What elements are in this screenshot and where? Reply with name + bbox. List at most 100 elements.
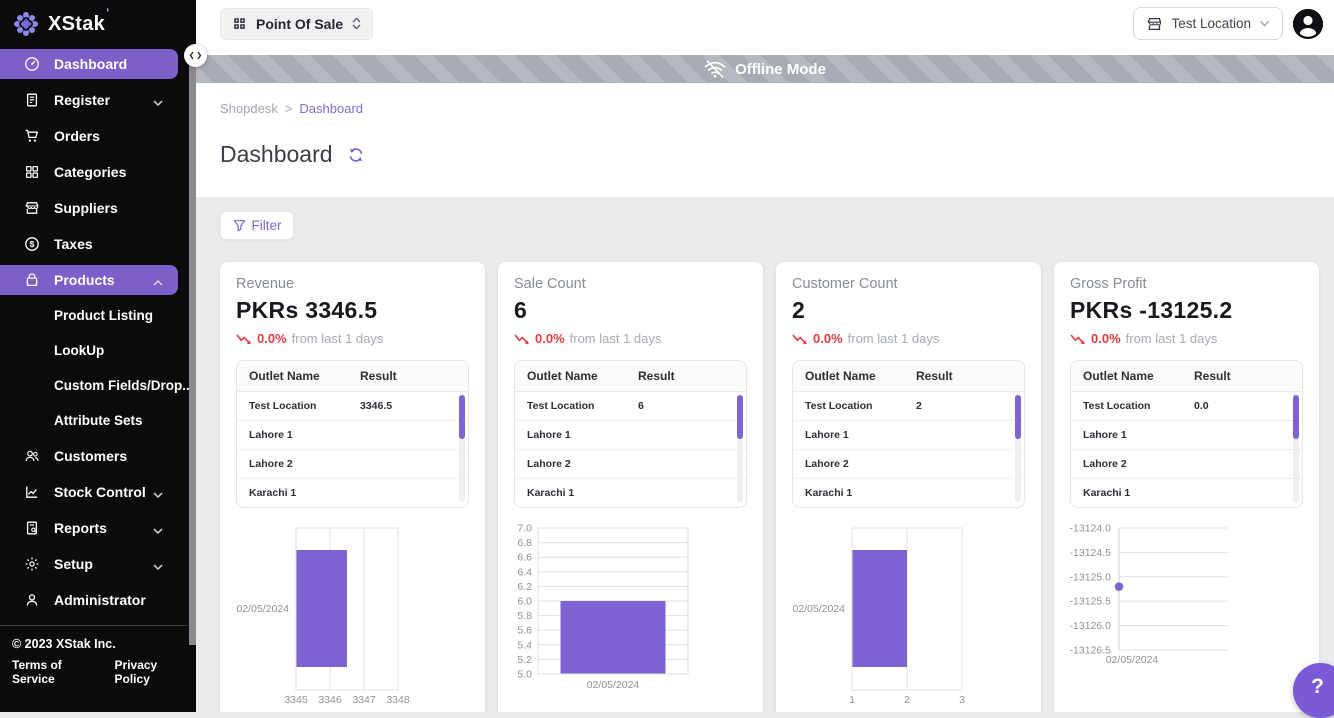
- dashboard-content: Filter Revenue PKRs 3346.5 0.0% from last …: [196, 197, 1334, 712]
- sidebar: XStak’ Dashboard Register Orders Categories…: [0, 0, 196, 712]
- sidebar-collapse-button[interactable]: [184, 44, 207, 67]
- table-scrollbar-thumb[interactable]: [1015, 395, 1021, 439]
- point-of-sale-switcher[interactable]: Point Of Sale: [220, 7, 374, 40]
- svg-text:5.2: 5.2: [517, 654, 532, 666]
- sidebar-item-label: Register: [54, 92, 111, 108]
- table-cell: Karachi 1: [249, 487, 297, 499]
- table-cell: Karachi 1: [805, 487, 853, 499]
- user-avatar[interactable]: [1293, 8, 1323, 39]
- refresh-icon[interactable]: [348, 147, 364, 163]
- brand-name: XStak’: [48, 6, 110, 35]
- svg-text:6.6: 6.6: [517, 552, 532, 564]
- table-header-row: Outlet Name Result: [1071, 361, 1302, 392]
- svg-text:3: 3: [959, 694, 965, 706]
- chevron-down-icon: [152, 486, 164, 502]
- sidebar-item-administrator[interactable]: Administrator: [0, 585, 178, 615]
- bag-icon: [24, 272, 40, 288]
- table-row[interactable]: Lahore 1: [793, 421, 1024, 450]
- sidebar-item-register[interactable]: Register: [0, 85, 178, 115]
- card-title: Revenue: [236, 276, 295, 292]
- table-row[interactable]: Lahore 1: [237, 421, 468, 450]
- table-row[interactable]: Test Location 2: [793, 392, 1024, 421]
- footer-link-privacy-policy[interactable]: Privacy Policy: [114, 658, 158, 686]
- table-scrollbar-track[interactable]: [1293, 395, 1299, 502]
- sidebar-item-setup[interactable]: Setup: [0, 549, 178, 579]
- table-scrollbar-track[interactable]: [737, 395, 743, 502]
- svg-text:-13124.5: -13124.5: [1070, 547, 1111, 559]
- table-scrollbar-track[interactable]: [1015, 395, 1021, 502]
- sidebar-item-stock-control[interactable]: Stock Control: [0, 477, 178, 507]
- table-row[interactable]: Test Location 0.0: [1071, 392, 1302, 421]
- sidebar-item-label: Orders: [54, 128, 100, 144]
- sidebar-subitem-custom-fields-drop[interactable]: Custom Fields/Drop...: [54, 377, 194, 393]
- sidebar-subitem-lookup[interactable]: LookUp: [54, 342, 105, 358]
- card-title: Sale Count: [514, 276, 586, 292]
- table-row[interactable]: Lahore 1: [515, 421, 746, 450]
- table-cell: Test Location: [805, 400, 873, 412]
- chevron-down-icon: [152, 94, 164, 110]
- sidebar-item-orders[interactable]: Orders: [0, 121, 178, 151]
- sidebar-item-dashboard[interactable]: Dashboard: [0, 49, 178, 79]
- card-chart: 1 2 3 02/05/2024: [792, 522, 1025, 712]
- sidebar-item-label: Categories: [54, 164, 127, 180]
- table-cell: Test Location: [527, 400, 595, 412]
- table-row[interactable]: Lahore 1: [1071, 421, 1302, 450]
- sidebar-item-customers[interactable]: Customers: [0, 441, 178, 471]
- apps-grid-icon: [232, 16, 248, 32]
- offline-mode-label: Offline Mode: [735, 60, 826, 78]
- table-row[interactable]: Lahore 2: [793, 450, 1024, 479]
- svg-text:5.8: 5.8: [517, 610, 532, 622]
- table-scrollbar-thumb[interactable]: [737, 395, 743, 439]
- table-cell: 3346.5: [360, 400, 393, 412]
- breadcrumb-current[interactable]: Dashboard: [299, 101, 364, 116]
- footer-link-terms-of-service[interactable]: Terms of Service: [12, 658, 62, 686]
- svg-text:7.0: 7.0: [517, 523, 532, 535]
- sidebar-scrollbar[interactable]: [189, 55, 196, 645]
- sidebar-item-reports[interactable]: Reports: [0, 513, 178, 543]
- table-row[interactable]: Karachi 1: [515, 479, 746, 507]
- sidebar-subitem-product-listing[interactable]: Product Listing: [54, 307, 153, 323]
- sidebar-item-categories[interactable]: Categories: [0, 157, 178, 187]
- svg-text:02/05/2024: 02/05/2024: [236, 603, 289, 615]
- table-row[interactable]: Karachi 1: [793, 479, 1024, 507]
- sidebar-item-label: Stock Control: [54, 484, 146, 500]
- gauge-icon: [24, 56, 40, 72]
- sidebar-item-label: Administrator: [54, 592, 146, 608]
- svg-text:3348: 3348: [386, 694, 410, 706]
- table-row[interactable]: Karachi 1: [1071, 479, 1302, 507]
- topbar-right: Test Location: [1133, 7, 1323, 40]
- sidebar-item-suppliers[interactable]: Suppliers: [0, 193, 178, 223]
- table-row[interactable]: Lahore 2: [1071, 450, 1302, 479]
- help-button[interactable]: ?: [1293, 663, 1334, 718]
- outlet-table: Outlet Name Result Test Location 2 Lahore 1 L…: [792, 360, 1025, 508]
- sidebar-item-label: Reports: [54, 520, 107, 536]
- table-row[interactable]: Test Location 6: [515, 392, 746, 421]
- table-row[interactable]: Karachi 1: [237, 479, 468, 507]
- sidebar-subitem-attribute-sets[interactable]: Attribute Sets: [54, 412, 143, 428]
- svg-text:3347: 3347: [352, 694, 376, 706]
- table-cell: Lahore 1: [527, 429, 571, 441]
- chevron-down-icon: [1260, 21, 1269, 27]
- location-selector[interactable]: Test Location: [1133, 7, 1283, 40]
- card-value: 6: [514, 297, 528, 323]
- table-row[interactable]: Test Location 3346.5: [237, 392, 468, 421]
- filter-button[interactable]: Filter: [220, 211, 294, 240]
- sidebar-item-label: Suppliers: [54, 200, 118, 216]
- sidebar-item-taxes[interactable]: $ Taxes: [0, 229, 178, 259]
- breadcrumb-root[interactable]: Shopdesk: [220, 101, 278, 116]
- table-scrollbar-thumb[interactable]: [1293, 395, 1299, 439]
- svg-text:6.8: 6.8: [517, 537, 532, 549]
- reports-icon: [24, 520, 40, 536]
- table-cell: Lahore 2: [527, 458, 571, 470]
- kpi-cards-row: Revenue PKRs 3346.5 0.0% from last 1 days O…: [220, 262, 1334, 712]
- table-header-cell: Result: [916, 369, 953, 383]
- store-icon: [24, 200, 40, 216]
- table-scrollbar-thumb[interactable]: [459, 395, 465, 439]
- stock-icon: [24, 484, 40, 500]
- table-row[interactable]: Lahore 2: [237, 450, 468, 479]
- page-header: Shopdesk > Dashboard Dashboard: [196, 83, 1334, 168]
- sidebar-item-products[interactable]: Products: [0, 265, 178, 295]
- sidebar-item-label: Taxes: [54, 236, 93, 252]
- table-row[interactable]: Lahore 2: [515, 450, 746, 479]
- table-scrollbar-track[interactable]: [459, 395, 465, 502]
